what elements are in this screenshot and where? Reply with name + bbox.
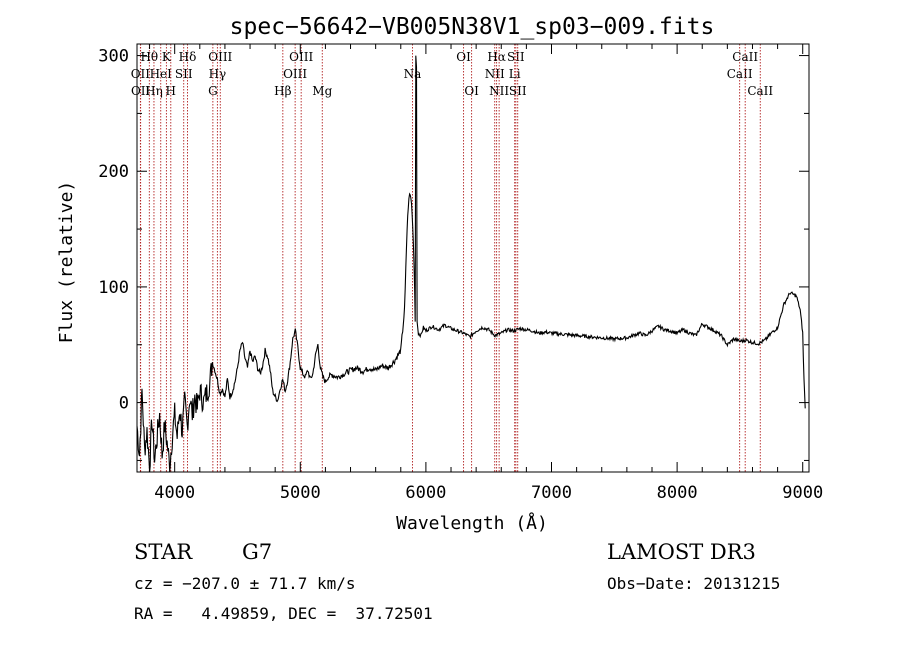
x-tick-label: 9000 bbox=[782, 483, 823, 503]
y-tick-label: 100 bbox=[98, 278, 129, 298]
x-tick-label: 5000 bbox=[280, 483, 321, 503]
line-marker-label: OIII bbox=[208, 50, 232, 64]
x-tick-label: 6000 bbox=[405, 483, 446, 503]
line-marker-label: Hδ bbox=[179, 50, 197, 64]
line-marker-label: Hβ bbox=[274, 84, 291, 98]
object-subclass: G7 bbox=[242, 540, 273, 564]
line-marker-label: Hθ bbox=[140, 50, 158, 64]
line-marker-label: OII bbox=[131, 84, 151, 98]
line-marker-label: OIII bbox=[283, 67, 307, 81]
plot-frame bbox=[136, 43, 810, 473]
line-marker-label: K bbox=[162, 50, 172, 64]
y-tick-label: 200 bbox=[98, 162, 129, 182]
line-marker-label: CaII bbox=[727, 67, 753, 81]
y-tick-label: 0 bbox=[119, 394, 129, 414]
object-class: STAR bbox=[134, 540, 193, 564]
x-axis-label: Wavelength (Å) bbox=[396, 512, 548, 534]
line-marker-label: H bbox=[166, 84, 176, 98]
line-marker-label: Li bbox=[509, 67, 521, 81]
line-marker-label: NII bbox=[489, 84, 509, 98]
ra-dec-coordinates: RA = 4.49859, DEC = 37.72501 bbox=[134, 604, 433, 623]
line-marker-label: OIII bbox=[289, 50, 313, 64]
x-tick-label: 4000 bbox=[154, 483, 195, 503]
x-tick-label: 7000 bbox=[531, 483, 572, 503]
axes: 4000 5000 6000 7000 8000 9000 0 100 200 300 bbox=[98, 44, 823, 503]
line-marker-label: NII bbox=[485, 67, 505, 81]
line-marker-label: SII bbox=[507, 50, 525, 64]
line-marker-label: Mg bbox=[312, 84, 332, 98]
observation-date: Obs−Date: 20131215 bbox=[607, 574, 781, 593]
survey-name: LAMOST DR3 bbox=[607, 540, 756, 564]
x-tick-label: 8000 bbox=[657, 483, 698, 503]
spectrum-line bbox=[136, 55, 806, 473]
y-tick-label: 300 bbox=[98, 47, 129, 67]
line-marker-label: SII bbox=[175, 67, 193, 81]
line-marker-label: OI bbox=[464, 84, 479, 98]
line-marker-label: HeI bbox=[150, 67, 173, 81]
line-marker-label: Hα bbox=[487, 50, 506, 64]
line-marker-label: Hη bbox=[145, 84, 163, 98]
y-axis-label: Flux (relative) bbox=[56, 181, 77, 344]
line-marker-label: Hγ bbox=[209, 67, 227, 81]
line-marker-label: SII bbox=[509, 84, 527, 98]
line-marker-label: G bbox=[208, 84, 218, 98]
line-marker-label: OI bbox=[456, 50, 471, 64]
chart-title: spec−56642−VB005N38V1_sp03−009.fits bbox=[230, 14, 715, 40]
line-marker-label: Na bbox=[404, 67, 422, 81]
line-marker-label: CaII bbox=[747, 84, 773, 98]
redshift-velocity: cz = −207.0 ± 71.7 km/s bbox=[134, 574, 356, 593]
line-marker-label: CaII bbox=[732, 50, 758, 64]
